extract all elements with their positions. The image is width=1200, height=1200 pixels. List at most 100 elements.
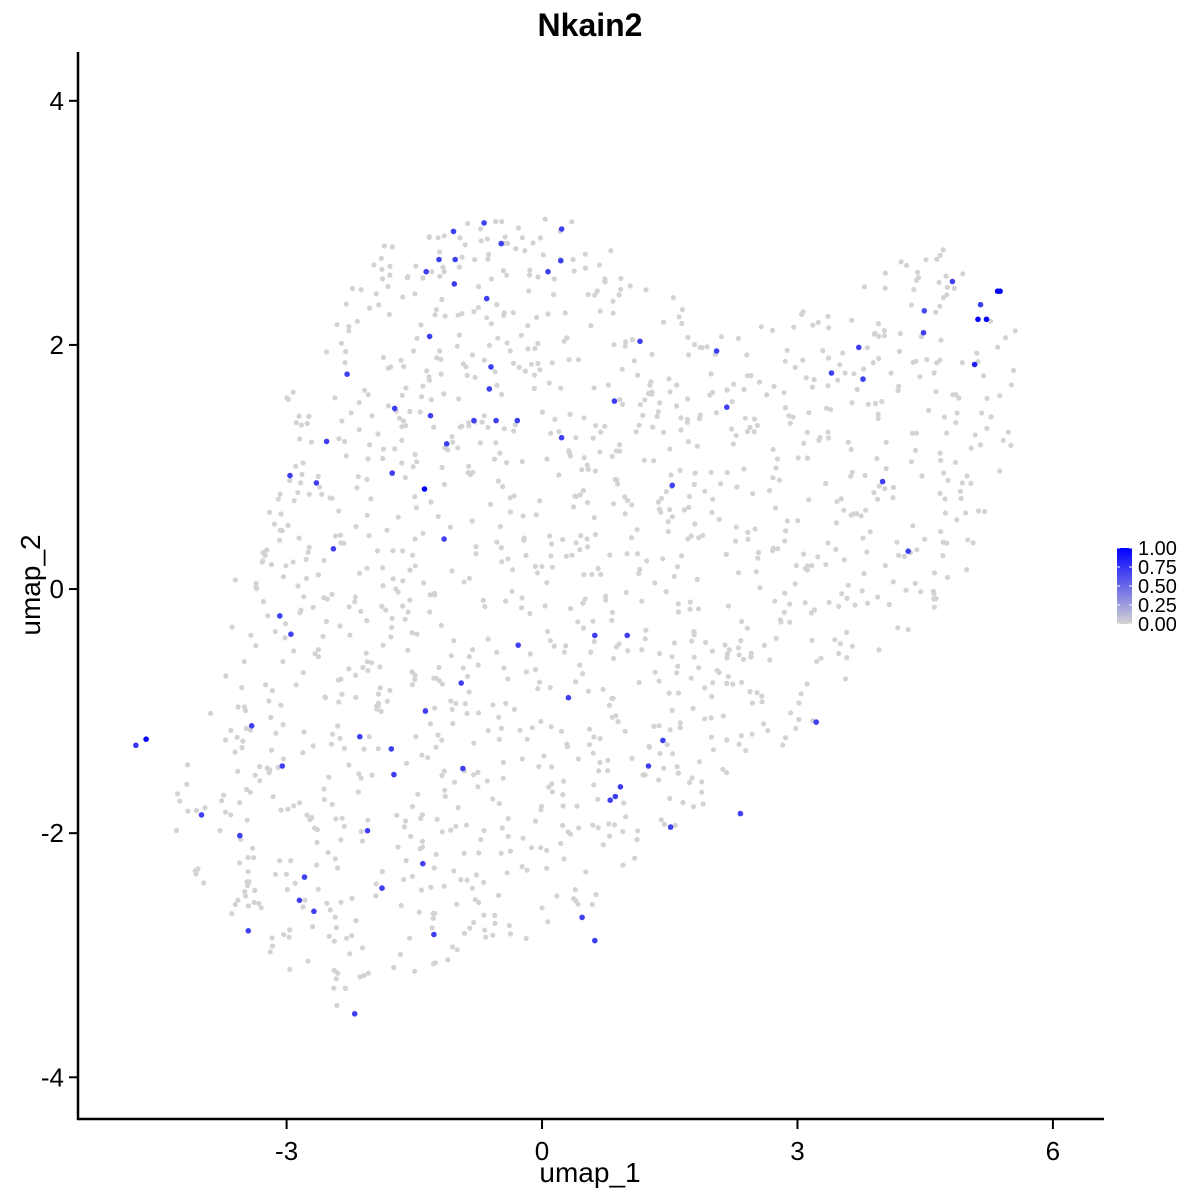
background-point xyxy=(381,243,387,249)
background-point xyxy=(356,427,362,433)
background-point xyxy=(570,504,577,510)
background-point xyxy=(723,551,729,558)
background-point xyxy=(560,536,566,543)
background-point xyxy=(547,638,554,644)
background-point xyxy=(536,764,542,770)
background-point xyxy=(938,337,944,343)
background-point xyxy=(297,436,303,442)
background-point xyxy=(849,317,855,323)
background-point xyxy=(623,814,629,820)
background-point xyxy=(498,545,504,551)
background-point xyxy=(696,665,702,671)
background-point xyxy=(995,344,1001,350)
x-tick-label: 0 xyxy=(535,1136,549,1166)
background-point xyxy=(273,730,279,736)
background-point xyxy=(959,360,965,366)
background-point xyxy=(633,429,639,435)
background-point xyxy=(841,557,847,563)
background-point xyxy=(460,665,466,671)
background-point xyxy=(664,742,670,748)
background-point xyxy=(538,803,545,810)
background-point xyxy=(329,801,335,807)
background-point xyxy=(584,462,590,468)
background-point xyxy=(757,585,763,591)
background-point xyxy=(429,925,435,931)
background-point xyxy=(327,907,333,913)
background-point xyxy=(400,418,407,424)
background-point xyxy=(748,650,754,656)
background-point xyxy=(484,778,490,784)
background-point xyxy=(174,791,181,797)
background-point xyxy=(688,533,694,539)
background-point xyxy=(464,877,470,883)
background-point xyxy=(299,471,305,478)
background-point xyxy=(380,565,386,571)
background-point xyxy=(379,266,385,272)
background-point xyxy=(307,817,313,823)
background-point xyxy=(567,411,573,417)
background-point xyxy=(519,756,525,762)
background-point xyxy=(769,327,776,333)
background-point xyxy=(234,734,240,740)
background-point xyxy=(609,609,616,616)
background-point xyxy=(485,636,491,642)
expression-point xyxy=(612,793,619,800)
background-point xyxy=(438,622,444,629)
background-point xyxy=(849,469,855,475)
background-point xyxy=(412,494,418,500)
background-point xyxy=(930,588,937,595)
background-point xyxy=(361,972,367,979)
background-point xyxy=(649,351,655,358)
background-point xyxy=(561,856,567,862)
background-point xyxy=(952,459,959,465)
background-point xyxy=(597,449,603,455)
background-point xyxy=(702,488,708,494)
background-point xyxy=(686,504,692,510)
background-point xyxy=(458,877,464,883)
background-points xyxy=(173,216,1018,1009)
background-point xyxy=(665,519,671,525)
background-point xyxy=(428,884,434,890)
background-point xyxy=(627,283,633,289)
background-point xyxy=(544,847,550,853)
background-point xyxy=(471,919,477,926)
background-point xyxy=(264,547,270,553)
background-point xyxy=(691,632,697,638)
expression-point xyxy=(558,434,565,441)
background-point xyxy=(790,414,796,420)
background-point xyxy=(459,254,465,260)
background-point xyxy=(464,372,470,378)
background-point xyxy=(562,310,568,316)
expression-point xyxy=(311,908,317,915)
background-point xyxy=(773,635,779,641)
background-point xyxy=(798,691,804,697)
background-point xyxy=(716,669,722,676)
expression-point xyxy=(515,642,521,648)
background-point xyxy=(875,496,881,502)
background-point xyxy=(690,804,697,810)
expression-point xyxy=(391,405,398,412)
background-point xyxy=(620,862,626,868)
background-point xyxy=(815,554,821,560)
background-point xyxy=(744,373,751,379)
background-point xyxy=(578,533,584,539)
expression-point xyxy=(486,386,493,392)
background-point xyxy=(937,490,943,496)
background-point xyxy=(685,396,691,402)
background-point xyxy=(772,598,778,604)
background-point xyxy=(534,314,540,320)
background-point xyxy=(635,372,641,378)
background-point xyxy=(253,643,259,649)
expression-point xyxy=(579,914,585,921)
background-point xyxy=(823,562,829,568)
background-point xyxy=(427,609,433,615)
background-point xyxy=(321,796,327,803)
background-point xyxy=(304,420,310,427)
background-point xyxy=(592,531,599,538)
background-point xyxy=(696,416,703,422)
background-point xyxy=(535,686,541,692)
background-point xyxy=(499,559,505,565)
background-point xyxy=(649,389,655,395)
background-point xyxy=(232,749,238,755)
background-point xyxy=(502,234,508,240)
